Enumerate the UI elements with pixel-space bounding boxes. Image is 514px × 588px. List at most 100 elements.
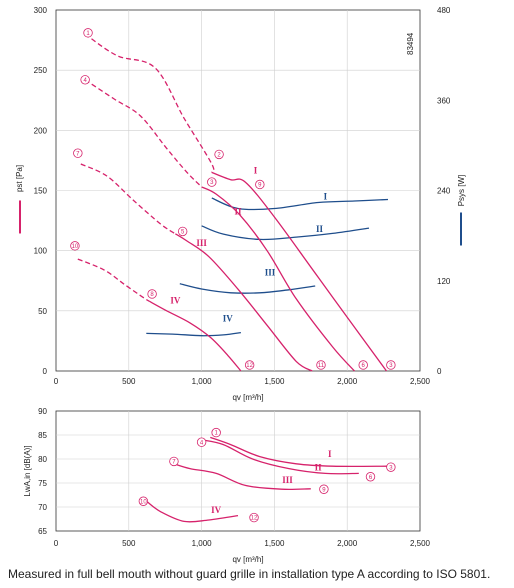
fan-performance-figure: 0 500 1,000 1,500 2,000 2,5000501001502002503… bbox=[15, 6, 466, 564]
y2-tick-label: 360 bbox=[437, 96, 451, 105]
operating-point-label: 12 bbox=[246, 363, 253, 369]
y-axis-label: LwA,in [dB(A)] bbox=[23, 445, 32, 496]
operating-point-marker bbox=[249, 512, 259, 523]
curve-label: II bbox=[316, 224, 324, 234]
y-tick-label: 75 bbox=[38, 479, 47, 488]
operating-point-label: 9 bbox=[258, 183, 262, 189]
plot-frame bbox=[55, 410, 421, 532]
operating-point-marker bbox=[386, 360, 396, 370]
operating-point-label: 5 bbox=[181, 230, 185, 236]
operating-point-label: 1 bbox=[214, 431, 218, 437]
pressure-curve-dashed bbox=[84, 79, 203, 188]
operating-point-label: 11 bbox=[318, 363, 325, 369]
y-tick-label: 0 bbox=[43, 367, 48, 376]
x-tick-label: 1,500 bbox=[264, 377, 285, 386]
x-tick-label: 0 bbox=[54, 539, 59, 548]
curve-label: II bbox=[315, 463, 323, 473]
x-tick-label: 500 bbox=[122, 539, 136, 548]
operating-point-marker bbox=[196, 437, 207, 447]
curve-label: III bbox=[265, 267, 276, 277]
power-curve bbox=[179, 283, 316, 294]
x-tick-label: 1,000 bbox=[192, 377, 213, 386]
x-tick-label: 1,000 bbox=[192, 539, 213, 548]
x-tick-label: 2,500 bbox=[410, 539, 431, 548]
operating-point-marker bbox=[316, 360, 326, 370]
operating-point-marker bbox=[358, 360, 368, 370]
y-axis-label: pst [Pa] bbox=[15, 165, 24, 192]
figure-caption: Measured in full bell mouth without guar… bbox=[8, 567, 491, 581]
y-tick-label: 150 bbox=[34, 187, 48, 196]
pressure-curve bbox=[175, 233, 313, 372]
curve-label: I bbox=[324, 192, 328, 202]
operating-point-marker bbox=[319, 484, 329, 494]
y2-tick-label: 480 bbox=[437, 6, 451, 15]
operating-point-marker bbox=[70, 241, 80, 251]
curve-label: I bbox=[328, 449, 332, 459]
curve-label: III bbox=[196, 238, 207, 248]
x-tick-label: 500 bbox=[122, 377, 136, 386]
pressure-curve-dashed bbox=[80, 163, 176, 235]
curve-label: I bbox=[254, 166, 258, 176]
power-curve bbox=[146, 331, 241, 337]
sound-curve bbox=[173, 463, 311, 491]
x-tick-label: 0 bbox=[54, 377, 59, 386]
operating-point-label: 7 bbox=[76, 151, 80, 157]
x-tick-label: 1,500 bbox=[264, 539, 285, 548]
y2-tick-label: 240 bbox=[437, 187, 451, 196]
operating-point-marker bbox=[244, 360, 255, 370]
operating-point-marker bbox=[255, 179, 265, 190]
y-tick-label: 70 bbox=[38, 503, 47, 512]
sound-power-chart: 0 500 1,000 1,500 2,000 2,500 65 70 75 80 85 90 qv [… bbox=[23, 407, 431, 564]
operating-point-marker bbox=[211, 427, 221, 438]
pressure-curve bbox=[211, 171, 388, 372]
operating-point-label: 6 bbox=[362, 363, 366, 369]
y-tick-label: 250 bbox=[34, 66, 48, 75]
operating-point-label: 7 bbox=[172, 460, 176, 466]
operating-point-marker bbox=[147, 289, 157, 299]
pressure-curve bbox=[201, 186, 355, 372]
x-tick-label: 2,000 bbox=[337, 377, 358, 386]
y-tick-label: 300 bbox=[34, 6, 48, 15]
y-tick-label: 80 bbox=[38, 455, 47, 464]
curve-label: IV bbox=[211, 505, 222, 515]
operating-point-marker bbox=[73, 148, 83, 158]
y-tick-label: 50 bbox=[38, 307, 47, 316]
operating-point-marker bbox=[386, 462, 396, 472]
operating-point-label: 3 bbox=[210, 180, 214, 186]
x-tick-label: 2,500 bbox=[410, 377, 431, 386]
operating-point-label: 4 bbox=[83, 78, 87, 84]
operating-point-marker bbox=[365, 472, 376, 482]
operating-point-label: 8 bbox=[150, 292, 154, 298]
x-tick-label: 2,000 bbox=[337, 539, 358, 548]
operating-point-label: 1 bbox=[86, 31, 90, 37]
y2-tick-label: 120 bbox=[437, 277, 451, 286]
operating-point-marker bbox=[207, 177, 217, 187]
operating-point-label: 10 bbox=[72, 244, 79, 250]
y-tick-label: 85 bbox=[38, 431, 47, 440]
operating-point-marker bbox=[169, 456, 179, 467]
pressure-curve-dashed bbox=[84, 33, 215, 173]
operating-point-label: 12 bbox=[251, 516, 258, 522]
y-tick-label: 200 bbox=[34, 126, 48, 135]
operating-point-marker bbox=[83, 28, 93, 38]
power-curve bbox=[211, 197, 389, 211]
y2-tick-label: 0 bbox=[437, 367, 442, 376]
operating-point-label: 2 bbox=[217, 153, 221, 159]
operating-point-marker bbox=[177, 226, 188, 237]
x-axis-label: qv [m³/h] bbox=[232, 393, 263, 402]
curve-label: III bbox=[282, 475, 293, 485]
operating-point-label: 3 bbox=[389, 363, 393, 369]
y-tick-label: 90 bbox=[38, 407, 47, 416]
operating-point-marker bbox=[138, 496, 149, 506]
y-tick-label: 100 bbox=[34, 247, 48, 256]
curve-label: II bbox=[234, 207, 242, 217]
pressure-curve bbox=[148, 300, 242, 372]
operating-point-label: 3 bbox=[389, 465, 393, 471]
operating-point-marker bbox=[80, 75, 90, 85]
x-axis-label: qv [m³/h] bbox=[232, 555, 263, 564]
y2-axis-label: Psys [W] bbox=[457, 175, 466, 207]
operating-point-marker bbox=[214, 149, 224, 160]
operating-point-label: 4 bbox=[200, 440, 204, 446]
sound-curve bbox=[147, 501, 239, 523]
pressure-power-chart: 0 500 1,000 1,500 2,000 2,5000501001502002503… bbox=[15, 6, 466, 402]
